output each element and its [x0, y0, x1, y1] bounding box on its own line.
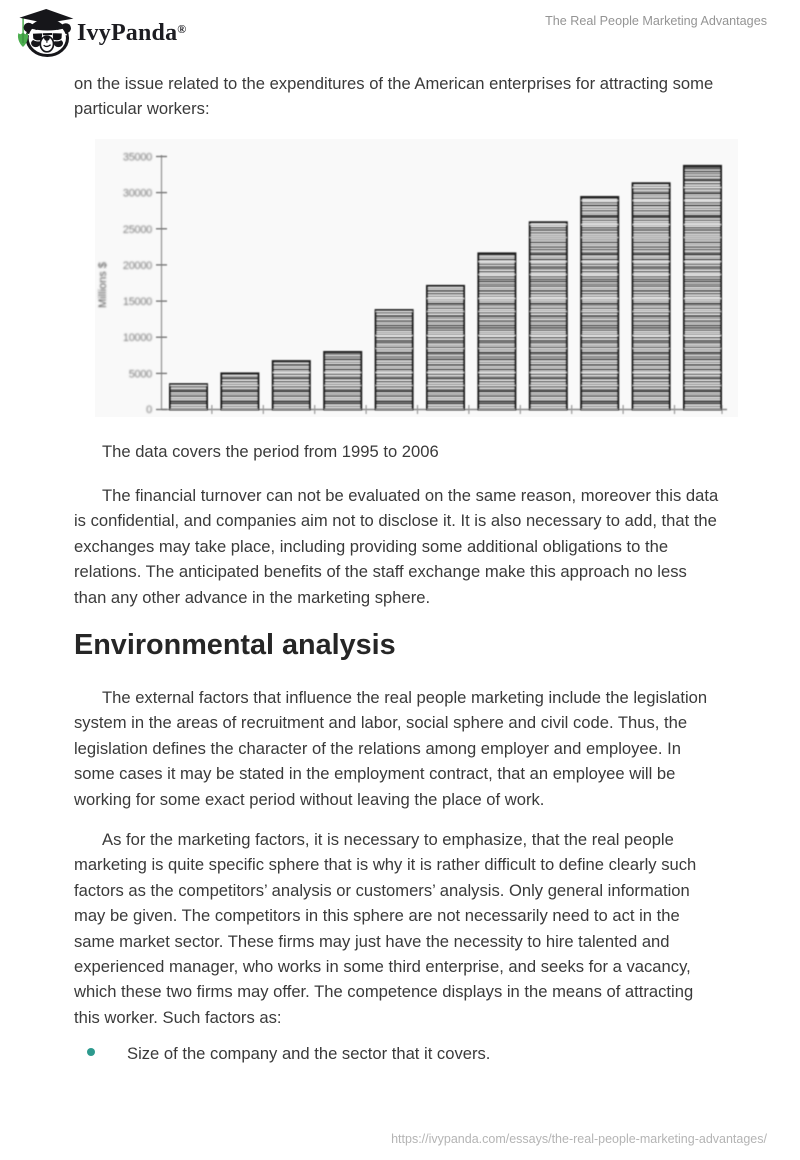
svg-text:30000: 30000 — [123, 188, 152, 200]
svg-text:25000: 25000 — [123, 224, 152, 236]
svg-text:15000: 15000 — [123, 296, 152, 308]
svg-text:20000: 20000 — [123, 260, 152, 272]
svg-text:5000: 5000 — [129, 368, 152, 380]
svg-text:Millions $: Millions $ — [97, 262, 109, 308]
svg-text:0: 0 — [146, 404, 152, 416]
svg-text:35000: 35000 — [123, 152, 152, 164]
svg-text:10000: 10000 — [123, 332, 152, 344]
